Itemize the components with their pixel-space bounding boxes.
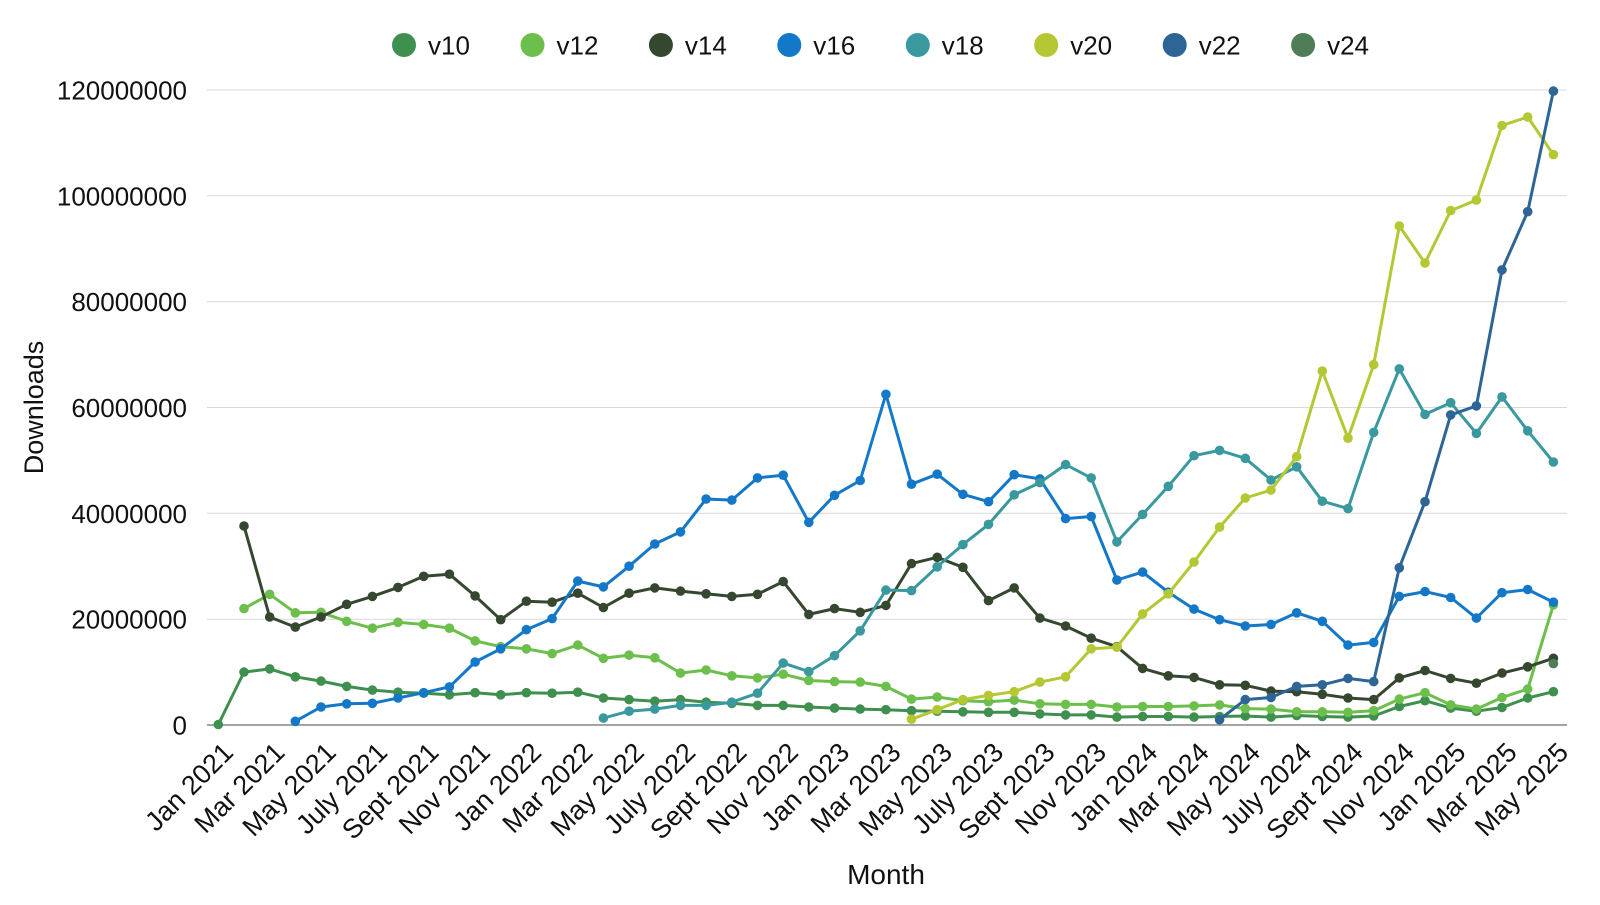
svg-text:v18: v18 (942, 31, 984, 61)
svg-text:20000000: 20000000 (71, 605, 187, 635)
svg-text:Month: Month (847, 859, 925, 890)
svg-text:80000000: 80000000 (71, 287, 187, 317)
svg-text:v20: v20 (1070, 31, 1112, 61)
svg-text:100000000: 100000000 (57, 181, 187, 211)
svg-text:60000000: 60000000 (71, 393, 187, 423)
svg-text:v24: v24 (1327, 31, 1369, 61)
svg-text:v22: v22 (1199, 31, 1241, 61)
svg-text:120000000: 120000000 (57, 76, 187, 106)
svg-text:Downloads: Downloads (19, 341, 49, 475)
svg-text:0: 0 (173, 711, 187, 741)
svg-text:v12: v12 (557, 31, 599, 61)
svg-text:v10: v10 (428, 31, 470, 61)
svg-text:40000000: 40000000 (71, 499, 187, 529)
svg-text:v14: v14 (685, 31, 727, 61)
svg-text:v16: v16 (813, 31, 855, 61)
